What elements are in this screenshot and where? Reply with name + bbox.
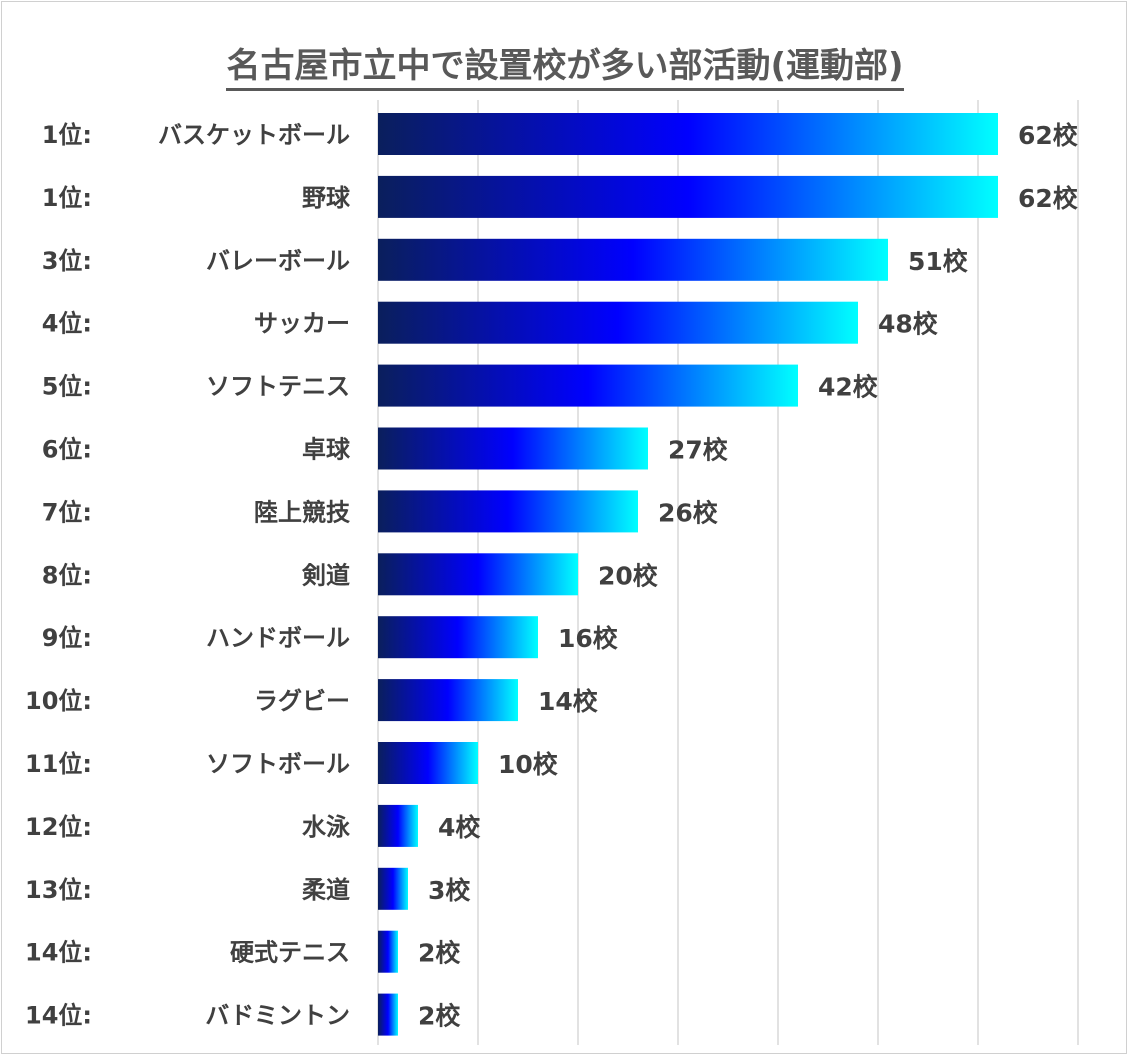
data-label: 3校 [428, 876, 471, 905]
bar [378, 993, 398, 1036]
rank-label: 12位: [25, 813, 92, 841]
rank-label: 6位: [42, 436, 92, 464]
labels: 1位: バスケットボール 62校 1位: 野球 62校 3位: バレーボール 51校 4位: サッカ… [25, 121, 1079, 1031]
category-label: バドミントン [205, 1002, 350, 1030]
category-label: ハンドボール [206, 624, 350, 652]
category-label: 剣道 [301, 561, 350, 589]
rank-label: 4位: [42, 310, 92, 338]
bar [378, 742, 478, 784]
rank-label: 5位: [42, 373, 92, 401]
data-label: 2校 [418, 939, 461, 968]
bar [378, 427, 648, 470]
bar [378, 364, 798, 407]
category-label: 水泳 [302, 813, 351, 841]
data-label: 2校 [418, 1002, 461, 1031]
category-label: ラグビー [254, 687, 350, 715]
category-label: 卓球 [302, 436, 351, 464]
category-label: 柔道 [302, 876, 350, 904]
rank-label: 10位: [25, 687, 92, 715]
bar [378, 867, 408, 910]
category-label: サッカー [254, 310, 350, 338]
bar [378, 490, 638, 533]
rank-label: 9位: [42, 624, 92, 652]
category-label: バレーボール [206, 247, 350, 275]
category-label: ソフトテニス [206, 373, 350, 401]
category-label: 野球 [302, 184, 351, 212]
data-label: 62校 [1018, 184, 1079, 213]
rank-label: 7位: [42, 498, 92, 526]
rank-label: 11位: [25, 750, 92, 778]
rank-label: 3位: [42, 247, 92, 275]
data-label: 10校 [498, 750, 559, 779]
rank-label: 13位: [25, 876, 92, 904]
rank-label: 1位: [42, 121, 92, 149]
bar [378, 175, 998, 218]
data-label: 20校 [598, 561, 659, 590]
rank-label: 8位: [42, 561, 92, 589]
category-label: 陸上競技 [254, 498, 351, 526]
bar [378, 113, 998, 155]
chart-title-text: 名古屋市立中で設置校が多い部活動(運動部) [226, 46, 904, 91]
data-label: 27校 [668, 436, 729, 465]
data-label: 62校 [1018, 121, 1079, 150]
bar [378, 804, 418, 847]
bar [378, 679, 518, 722]
category-label: 硬式テニス [230, 939, 350, 967]
rank-label: 1位: [42, 184, 92, 212]
bar [378, 930, 398, 973]
bar [378, 553, 578, 596]
data-label: 26校 [658, 498, 719, 527]
rank-label: 14位: [25, 1002, 92, 1030]
bar [378, 616, 538, 659]
data-label: 48校 [878, 310, 939, 339]
category-label: ソフトボール [206, 750, 350, 778]
data-label: 16校 [558, 624, 619, 653]
category-label: バスケットボール [158, 121, 350, 149]
data-label: 51校 [908, 247, 969, 276]
chart-title: 名古屋市立中で設置校が多い部活動(運動部) [0, 38, 1130, 91]
bar [378, 238, 888, 281]
data-label: 4校 [438, 813, 481, 842]
rank-label: 14位: [25, 939, 92, 967]
bar [378, 301, 858, 344]
data-label: 14校 [538, 687, 599, 716]
bars [378, 113, 998, 1036]
data-label: 42校 [818, 373, 879, 402]
